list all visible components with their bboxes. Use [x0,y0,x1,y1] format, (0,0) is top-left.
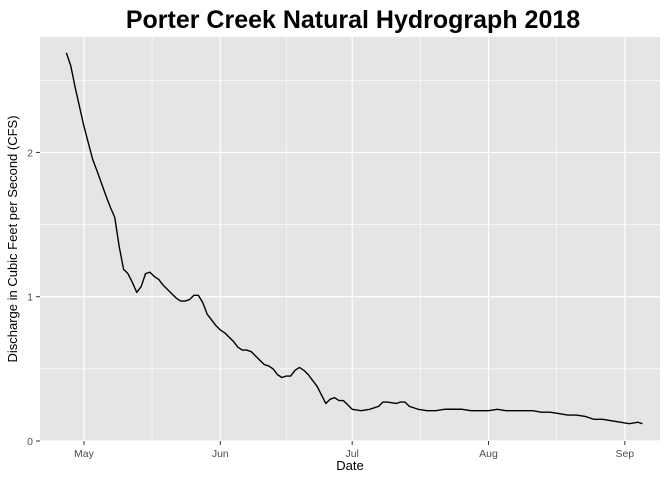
x-tick-label: May [74,448,95,460]
minor-gridlines [40,37,660,441]
x-tick-label: Sep [615,448,634,460]
discharge-line [65,52,643,425]
x-tick-label: Jun [212,448,229,460]
y-axis-ticks: 0 1 2 [27,147,40,448]
x-tick-label: Aug [479,448,498,460]
y-axis-title: Discharge in Cubic Feet per Second (CFS) [5,115,20,362]
y-tick-label: 0 [27,436,33,448]
x-axis-ticks: May Jun Jul Aug Sep [74,441,634,460]
x-axis-title: Date [336,458,363,473]
major-gridlines [40,37,660,442]
x-tick-label: Jul [345,448,358,460]
y-tick-label: 2 [27,147,33,159]
plot-panel [40,37,660,441]
y-tick-label: 1 [27,292,33,304]
chart-title: Porter Creek Natural Hydrograph 2018 [126,6,580,34]
